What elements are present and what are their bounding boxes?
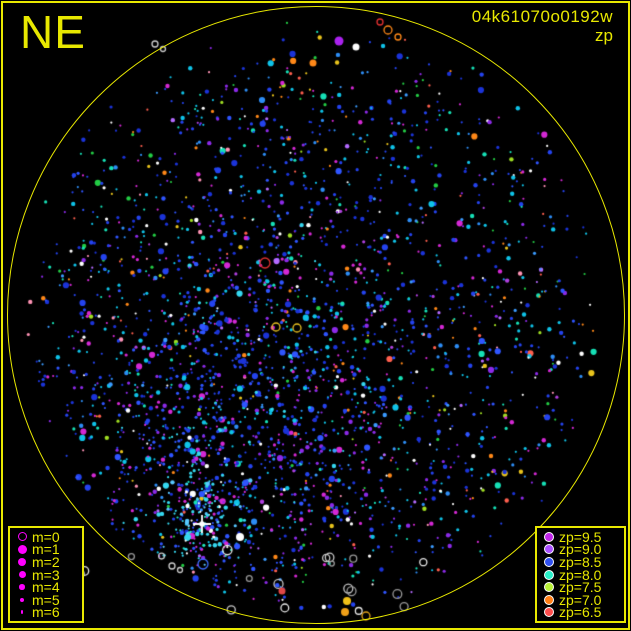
legend-label: m=0 <box>32 528 60 545</box>
legend-label: zp=8.0 <box>559 566 602 583</box>
legend-row: m=1 <box>12 541 80 558</box>
legend-label: zp=7.5 <box>559 579 602 596</box>
legend-label: zp=9.0 <box>559 541 602 558</box>
legend-label: m=1 <box>32 541 60 558</box>
m0-marker-icon <box>17 532 27 542</box>
legend-row: m=4 <box>12 579 80 596</box>
legend-label: m=5 <box>32 591 60 608</box>
legend-label: zp=9.5 <box>559 528 602 545</box>
legend-row: zp=9.0 <box>539 541 622 558</box>
zp80-marker-icon <box>544 569 554 580</box>
legend-row: zp=6.5 <box>539 604 622 621</box>
zp95-marker-icon <box>544 531 554 542</box>
legend-label: zp=8.5 <box>559 553 602 570</box>
m1-marker-icon <box>17 544 27 554</box>
legend-row: m=0 <box>12 528 80 545</box>
legend-row: zp=7.5 <box>539 579 622 596</box>
legend-row: zp=7.0 <box>539 591 622 608</box>
zp70-marker-icon <box>544 594 554 605</box>
legend-row: zp=8.0 <box>539 566 622 583</box>
zp85-marker-icon <box>544 556 554 567</box>
plot-subtitle: zp <box>595 26 613 45</box>
m2-marker-icon <box>18 557 26 566</box>
corner-label: NE <box>20 6 86 58</box>
legend-row: zp=8.5 <box>539 553 622 570</box>
zeropoint-legend: zp=9.5 zp=9.0 zp=8.5 zp=8.0 zp=7.5 zp=7.… <box>535 526 626 623</box>
zp90-marker-icon <box>544 544 554 555</box>
legend-label: zp=6.5 <box>559 604 602 621</box>
plot-title: 04k61070o0192w <box>471 7 613 26</box>
legend-row: m=3 <box>12 566 80 583</box>
legend-label: m=4 <box>32 579 60 596</box>
magnitude-legend: m=0 m=1 m=2 m=3 m=4 m=5 m=6 <box>8 526 84 623</box>
legend-row: m=5 <box>12 591 80 608</box>
title-block: 04k61070o0192w zp <box>472 7 613 45</box>
legend-label: m=6 <box>32 604 60 621</box>
legend-row: m=6 <box>12 604 80 621</box>
legend-label: m=2 <box>32 553 60 570</box>
m4-marker-icon <box>19 584 25 590</box>
legend-row: zp=9.5 <box>539 528 622 545</box>
legend-label: m=3 <box>32 566 60 583</box>
m6-marker-icon <box>20 610 24 615</box>
m3-marker-icon <box>18 571 26 578</box>
legend-label: zp=7.0 <box>559 591 602 608</box>
m5-marker-icon <box>20 597 24 602</box>
zp65-marker-icon <box>544 607 554 618</box>
legend-row: m=2 <box>12 553 80 570</box>
zp75-marker-icon <box>544 582 554 593</box>
